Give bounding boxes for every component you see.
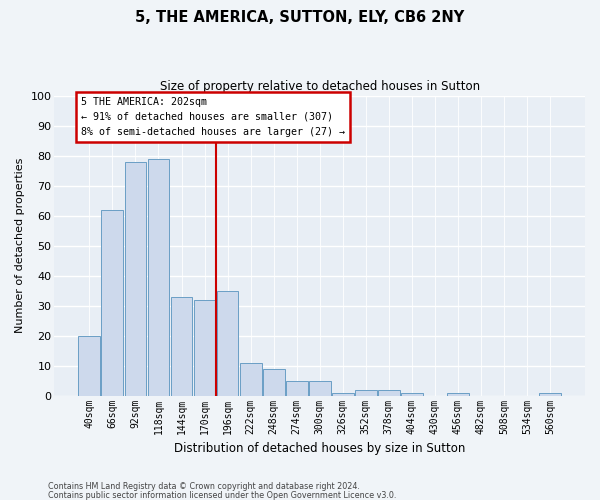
Bar	[378, 390, 400, 396]
Bar	[309, 380, 331, 396]
X-axis label: Distribution of detached houses by size in Sutton: Distribution of detached houses by size …	[174, 442, 466, 455]
Bar	[447, 392, 469, 396]
Bar	[286, 380, 308, 396]
Bar	[148, 158, 169, 396]
Title: Size of property relative to detached houses in Sutton: Size of property relative to detached ho…	[160, 80, 480, 93]
Bar	[125, 162, 146, 396]
Bar	[101, 210, 124, 396]
Text: Contains HM Land Registry data © Crown copyright and database right 2024.: Contains HM Land Registry data © Crown c…	[48, 482, 360, 491]
Text: Contains public sector information licensed under the Open Government Licence v3: Contains public sector information licen…	[48, 490, 397, 500]
Bar	[217, 290, 238, 396]
Bar	[332, 392, 353, 396]
Bar	[239, 362, 262, 396]
Bar	[194, 300, 215, 396]
Bar	[263, 368, 284, 396]
Y-axis label: Number of detached properties: Number of detached properties	[15, 158, 25, 334]
Bar	[170, 296, 193, 396]
Text: 5, THE AMERICA, SUTTON, ELY, CB6 2NY: 5, THE AMERICA, SUTTON, ELY, CB6 2NY	[136, 10, 464, 25]
Bar	[79, 336, 100, 396]
Bar	[401, 392, 423, 396]
Text: 5 THE AMERICA: 202sqm
← 91% of detached houses are smaller (307)
8% of semi-deta: 5 THE AMERICA: 202sqm ← 91% of detached …	[82, 97, 346, 136]
Bar	[355, 390, 377, 396]
Bar	[539, 392, 561, 396]
